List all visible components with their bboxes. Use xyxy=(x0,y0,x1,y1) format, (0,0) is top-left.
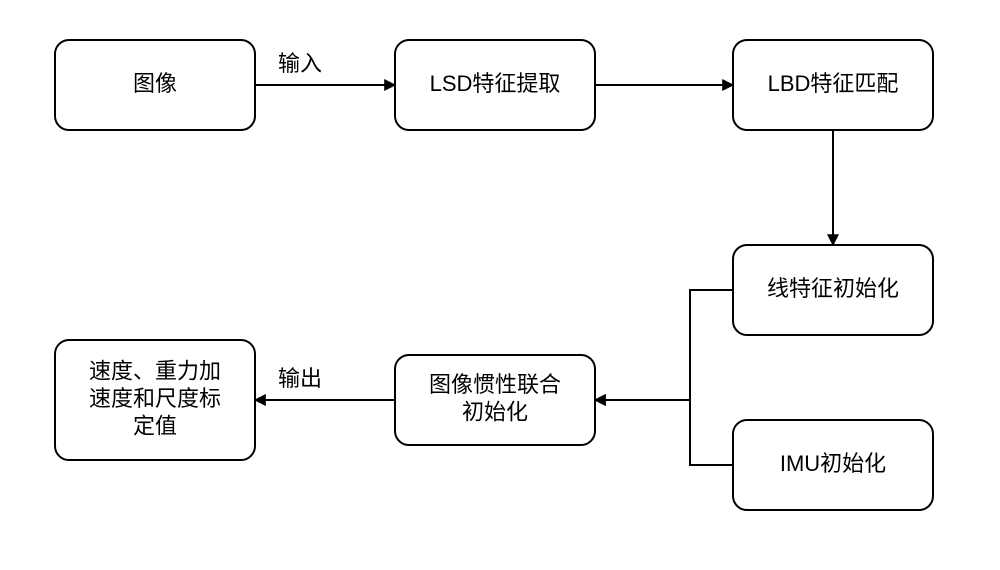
node-image-label: 图像 xyxy=(133,71,177,96)
node-joint-label: 初始化 xyxy=(462,400,528,425)
node-imuinit: IMU初始化 xyxy=(733,420,933,510)
node-imuinit-label: IMU初始化 xyxy=(780,451,886,476)
node-lbd: LBD特征匹配 xyxy=(733,40,933,130)
edge-label-joint-output: 输出 xyxy=(278,366,322,391)
edge-label-image-lsd: 输入 xyxy=(278,51,322,76)
node-output-label: 速度、重力加 xyxy=(89,358,221,383)
node-joint-label: 图像惯性联合 xyxy=(429,372,561,397)
node-lbd-label: LBD特征匹配 xyxy=(768,71,899,96)
node-lineinit-label: 线特征初始化 xyxy=(767,276,899,301)
edge-imuinit-joint xyxy=(595,400,733,465)
node-output: 速度、重力加速度和尺度标定值 xyxy=(55,340,255,460)
node-lineinit: 线特征初始化 xyxy=(733,245,933,335)
node-output-label: 定值 xyxy=(133,413,177,438)
node-output-label: 速度和尺度标 xyxy=(89,386,221,411)
node-lsd-label: LSD特征提取 xyxy=(430,71,561,96)
node-lsd: LSD特征提取 xyxy=(395,40,595,130)
node-image: 图像 xyxy=(55,40,255,130)
edge-lineinit-joint xyxy=(595,290,733,400)
node-joint: 图像惯性联合初始化 xyxy=(395,355,595,445)
